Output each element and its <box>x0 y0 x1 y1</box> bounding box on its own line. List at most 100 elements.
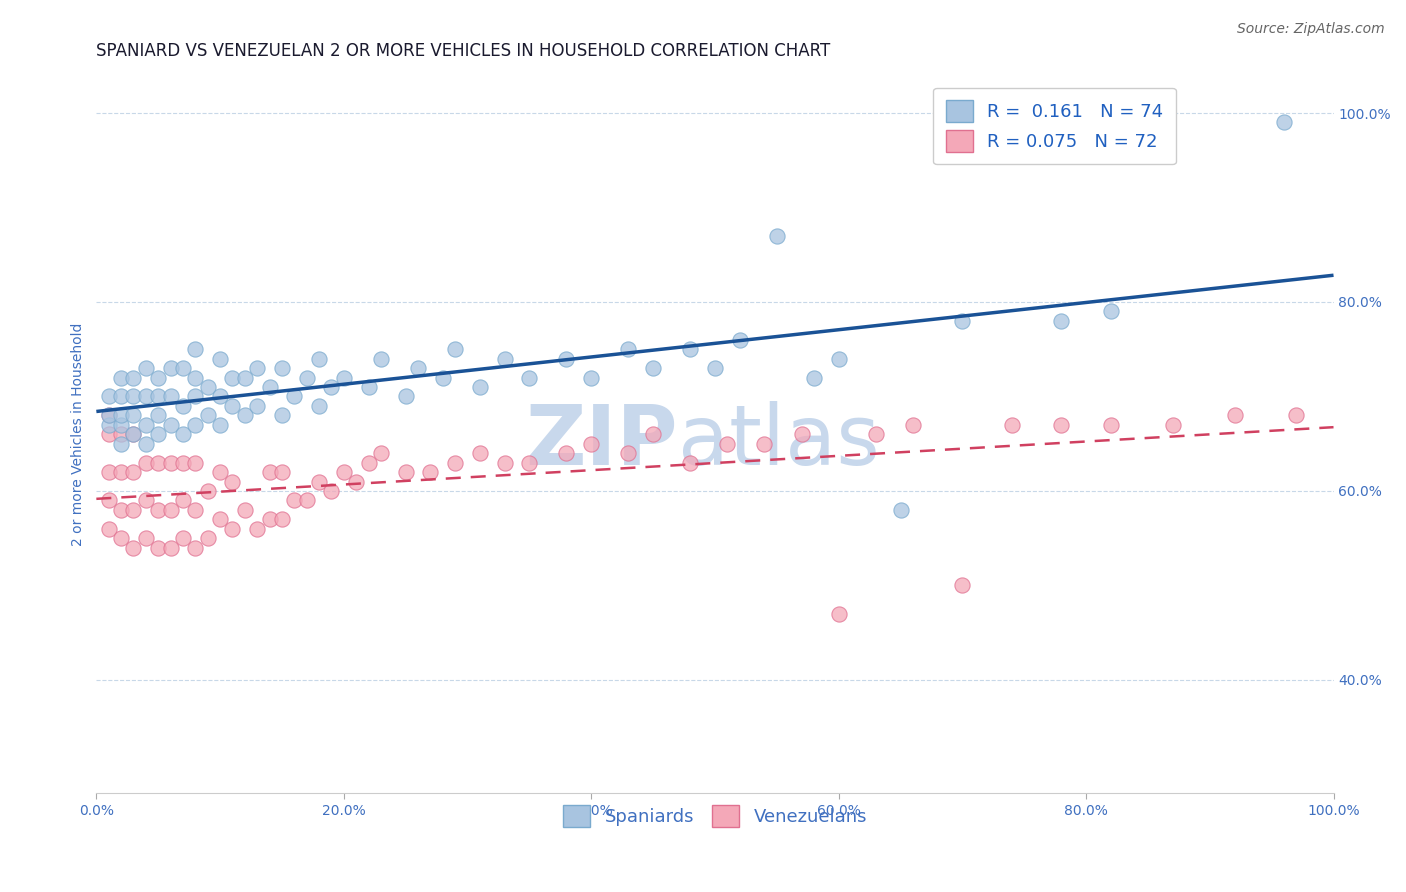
Point <box>97 522 120 536</box>
Point <box>865 427 887 442</box>
Point <box>728 333 751 347</box>
Point <box>432 370 454 384</box>
Point <box>679 343 702 357</box>
Point <box>122 427 145 442</box>
Point <box>184 503 207 517</box>
Point <box>617 446 640 460</box>
Point <box>233 370 256 384</box>
Point <box>295 493 318 508</box>
Point <box>283 389 305 403</box>
Point <box>172 493 194 508</box>
Point <box>110 389 132 403</box>
Text: ZIP: ZIP <box>526 401 678 482</box>
Point <box>135 361 157 376</box>
Point <box>159 417 181 432</box>
Point <box>209 351 232 366</box>
Point <box>110 370 132 384</box>
Point <box>494 456 516 470</box>
Point <box>1223 409 1246 423</box>
Point <box>259 380 281 394</box>
Point <box>197 409 219 423</box>
Point <box>754 436 776 450</box>
Point <box>641 361 664 376</box>
Point <box>184 456 207 470</box>
Point <box>97 417 120 432</box>
Point <box>122 389 145 403</box>
Point <box>246 399 269 413</box>
Text: Source: ZipAtlas.com: Source: ZipAtlas.com <box>1237 22 1385 37</box>
Point <box>159 503 181 517</box>
Point <box>148 503 170 517</box>
Point <box>901 417 924 432</box>
Point <box>197 380 219 394</box>
Point <box>444 343 467 357</box>
Point <box>395 465 418 479</box>
Point <box>790 427 813 442</box>
Point <box>172 399 194 413</box>
Point <box>148 409 170 423</box>
Point <box>344 475 367 489</box>
Legend: Spaniards, Venezuelans: Spaniards, Venezuelans <box>555 798 875 835</box>
Point <box>406 361 429 376</box>
Point <box>159 389 181 403</box>
Point <box>494 351 516 366</box>
Point <box>122 370 145 384</box>
Point <box>135 531 157 545</box>
Point <box>579 436 602 450</box>
Point <box>468 446 491 460</box>
Point <box>703 361 725 376</box>
Point <box>468 380 491 394</box>
Point <box>135 436 157 450</box>
Point <box>803 370 825 384</box>
Point <box>148 370 170 384</box>
Point <box>148 456 170 470</box>
Point <box>97 465 120 479</box>
Point <box>209 465 232 479</box>
Y-axis label: 2 or more Vehicles in Household: 2 or more Vehicles in Household <box>72 323 86 546</box>
Point <box>395 389 418 403</box>
Point <box>889 503 911 517</box>
Point <box>221 370 243 384</box>
Point <box>209 417 232 432</box>
Point <box>110 465 132 479</box>
Point <box>135 389 157 403</box>
Point <box>97 493 120 508</box>
Point <box>333 465 356 479</box>
Point <box>357 456 380 470</box>
Point <box>555 351 578 366</box>
Point <box>209 512 232 526</box>
Point <box>679 456 702 470</box>
Point <box>184 541 207 555</box>
Point <box>122 503 145 517</box>
Point <box>641 427 664 442</box>
Point <box>827 351 849 366</box>
Point <box>419 465 441 479</box>
Point <box>159 456 181 470</box>
Point <box>97 409 120 423</box>
Point <box>135 456 157 470</box>
Text: atlas: atlas <box>678 401 880 482</box>
Point <box>271 465 294 479</box>
Point <box>110 417 132 432</box>
Point <box>172 427 194 442</box>
Point <box>233 409 256 423</box>
Point <box>172 361 194 376</box>
Point <box>1050 314 1073 328</box>
Point <box>97 409 120 423</box>
Point <box>321 380 343 394</box>
Point <box>617 343 640 357</box>
Point <box>110 531 132 545</box>
Point <box>148 389 170 403</box>
Point <box>159 541 181 555</box>
Point <box>110 436 132 450</box>
Point <box>1001 417 1024 432</box>
Text: SPANIARD VS VENEZUELAN 2 OR MORE VEHICLES IN HOUSEHOLD CORRELATION CHART: SPANIARD VS VENEZUELAN 2 OR MORE VEHICLE… <box>97 42 831 60</box>
Point <box>122 427 145 442</box>
Point <box>135 493 157 508</box>
Point <box>184 389 207 403</box>
Point <box>246 522 269 536</box>
Point <box>209 389 232 403</box>
Point <box>122 409 145 423</box>
Point <box>172 531 194 545</box>
Point <box>197 483 219 498</box>
